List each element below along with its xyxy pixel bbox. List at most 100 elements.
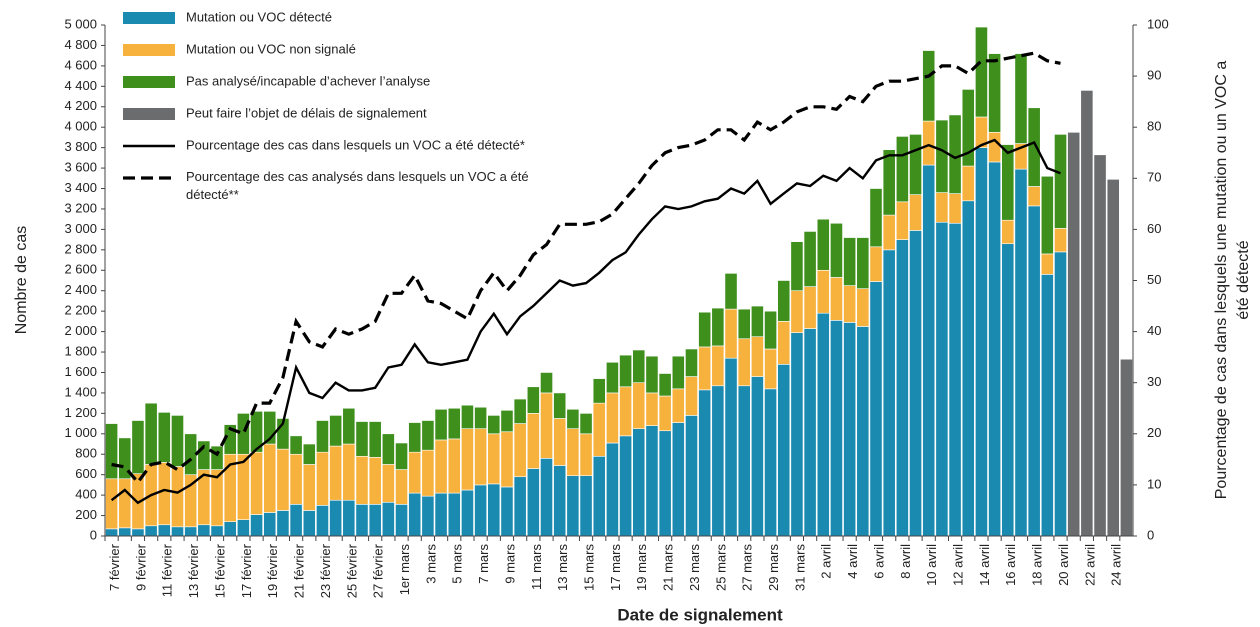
bar-segment	[803, 286, 817, 329]
bar-segment	[171, 466, 184, 528]
bar-segment	[619, 435, 632, 537]
bar-segment	[856, 288, 870, 327]
bar-segment	[843, 285, 857, 323]
bar-segment	[579, 475, 593, 537]
y-tick-label: 1 400	[64, 384, 97, 399]
bar-segment	[355, 421, 369, 457]
bar-segment	[909, 230, 922, 537]
bar-segment	[895, 239, 909, 537]
bar-segment	[381, 501, 395, 537]
y-tick-label: 4 200	[64, 98, 97, 113]
y-tick-label: 0	[90, 527, 97, 542]
bar-segment	[895, 201, 909, 240]
bar-segment	[856, 326, 870, 537]
bar-segment	[223, 521, 237, 537]
x-tick-label: 27 mars	[740, 544, 755, 591]
x-tick-label: 2 avril	[819, 544, 834, 579]
x-tick-label: 16 avril	[1003, 544, 1018, 586]
bar-segment	[355, 455, 369, 505]
bar-segment	[698, 346, 712, 391]
y-tick-label: 200	[75, 507, 97, 522]
line	[111, 51, 1061, 485]
bar-segment	[645, 355, 659, 394]
bar-segment	[316, 451, 329, 506]
bar-segment	[461, 489, 474, 537]
x-tick-label: 20 avril	[1056, 544, 1071, 586]
bar-segment	[869, 188, 883, 248]
bar-segment	[592, 402, 606, 457]
bar-segment	[869, 246, 883, 282]
bar-segment	[105, 478, 118, 530]
bar-segment	[474, 484, 488, 537]
bar-segment	[843, 237, 857, 286]
bar-segment	[724, 308, 738, 359]
bar-segment	[421, 449, 435, 497]
x-tick-label: 21 mars	[661, 544, 676, 591]
bar-segment	[632, 428, 646, 537]
bar-segment	[632, 349, 646, 384]
bar-segment	[408, 492, 422, 537]
bar-segment	[988, 132, 1002, 163]
x-tick-label: 4 avril	[845, 544, 860, 579]
bar-segment	[1040, 175, 1054, 255]
bar-segment	[276, 510, 290, 537]
bar-segment	[698, 389, 712, 537]
x-tick-label: 13 février	[186, 543, 201, 598]
y-tick-label: 3 600	[64, 160, 97, 175]
y-tick-label: 2 800	[64, 241, 97, 256]
bar-segment	[421, 495, 435, 537]
bar-segment	[1001, 144, 1015, 221]
bar-segment	[329, 499, 343, 537]
bar-segment	[434, 439, 448, 494]
bar-segment	[210, 525, 224, 537]
bar-segment	[1067, 132, 1081, 537]
legend-label: Pourcentage des cas dans lesquels un VOC…	[186, 137, 525, 152]
x-tick-label: 29 mars	[766, 544, 781, 591]
bar-segment	[777, 321, 791, 365]
x-tick-label: 19 mars	[634, 544, 649, 591]
legend: Mutation ou VOC détecté Mutation ou VOC n…	[123, 9, 529, 202]
bar-segment	[302, 443, 316, 465]
bar-segment	[803, 328, 817, 537]
y-tick-label: 2 600	[64, 262, 97, 277]
y2-tick-label: 60	[1147, 221, 1161, 236]
bar-segment	[619, 354, 632, 388]
bar-segment	[566, 428, 580, 477]
bar-segment	[816, 312, 830, 537]
bar-segment	[197, 524, 211, 537]
bar-segment	[856, 237, 870, 289]
y2-tick-label: 80	[1147, 119, 1161, 134]
bar-segment	[869, 281, 883, 537]
legend-swatch	[123, 108, 175, 120]
bar-segment	[922, 120, 936, 166]
bar-segment	[408, 451, 422, 494]
bar-segment	[526, 386, 540, 414]
bar-segment	[658, 395, 672, 432]
bar-segment	[250, 514, 263, 537]
legend-swatch	[123, 76, 175, 88]
y2-tick-label: 20	[1147, 425, 1161, 440]
bar-segment	[316, 420, 329, 453]
bar-segment	[1040, 274, 1054, 537]
bar-segment	[105, 528, 118, 537]
bar-segment	[671, 355, 685, 390]
bar-segment	[553, 392, 567, 419]
bar-segment	[540, 392, 553, 459]
bar-segment	[830, 222, 843, 278]
bar-segment	[289, 453, 303, 505]
bar-segment	[540, 372, 553, 394]
y-tick-label: 4 800	[64, 37, 97, 52]
bar-segment	[566, 408, 580, 429]
bar-segment	[658, 373, 672, 397]
y-tick-label: 1 800	[64, 343, 97, 358]
bar-segment	[685, 348, 698, 377]
bar-segment	[289, 504, 303, 537]
y-tick-label: 800	[75, 446, 97, 461]
x-tick-label: 3 mars	[423, 544, 438, 584]
bar-segment	[263, 512, 277, 537]
x-tick-label: 10 avril	[924, 544, 939, 586]
bar-segment	[526, 468, 540, 537]
x-tick-label: 21 février	[292, 543, 307, 598]
